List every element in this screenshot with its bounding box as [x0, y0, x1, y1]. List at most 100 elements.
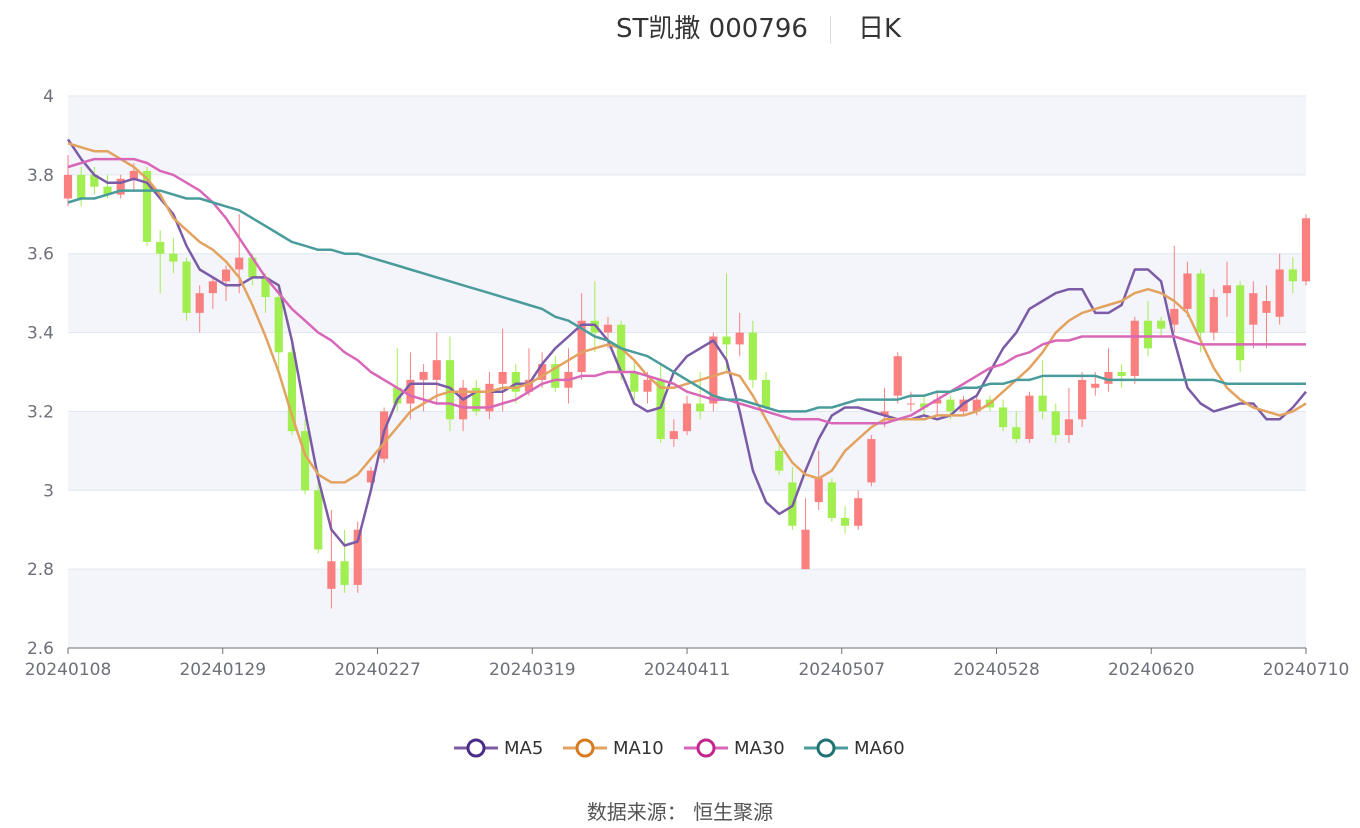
- candle-body: [748, 332, 757, 380]
- legend-item-ma5[interactable]: MA5: [454, 734, 543, 762]
- candle-body: [867, 439, 876, 483]
- candle-body: [340, 561, 349, 585]
- candle-body: [182, 261, 191, 313]
- candle-body: [696, 403, 705, 412]
- grid-band: [68, 96, 1306, 175]
- candle-body: [682, 403, 692, 432]
- candle-body: [1249, 293, 1258, 325]
- candle-body: [577, 320, 586, 372]
- candle-body: [827, 482, 836, 518]
- legend-label-ma10: MA10: [613, 737, 664, 759]
- candle-body: [1091, 383, 1100, 388]
- x-tick-label: 20240227: [334, 660, 421, 680]
- candle-body: [603, 324, 613, 333]
- candle-body: [1038, 395, 1047, 412]
- candle-body: [432, 360, 441, 380]
- candle-body: [630, 372, 639, 392]
- legend-item-ma60[interactable]: MA60: [804, 734, 905, 762]
- candle-body: [1288, 269, 1297, 282]
- y-tick-label: 3.8: [27, 166, 54, 186]
- candle-body: [406, 379, 415, 404]
- candle-body: [1262, 301, 1271, 313]
- candle-body: [1170, 308, 1179, 325]
- y-tick-label: 3.4: [27, 324, 54, 344]
- candle-body: [274, 297, 283, 353]
- candle-body: [538, 364, 547, 380]
- candle-body: [235, 257, 244, 270]
- y-tick-label: 3.2: [27, 402, 54, 422]
- x-tick-label: 20240710: [1263, 660, 1350, 680]
- candle-body: [1104, 372, 1113, 384]
- candle-body: [946, 399, 955, 412]
- candle-body: [445, 360, 455, 420]
- candle-body: [314, 490, 323, 550]
- candle-body: [893, 356, 902, 396]
- candle-body: [906, 403, 915, 405]
- title-row: ST凯撒 000796 日K: [0, 8, 1360, 48]
- candle-body: [775, 450, 784, 471]
- candle-body: [498, 372, 507, 384]
- legend-item-ma30[interactable]: MA30: [684, 734, 785, 762]
- candle-body: [840, 517, 850, 526]
- legend: MA5 MA10 MA30 MA60: [0, 734, 1360, 762]
- candle-body: [77, 174, 86, 199]
- x-tick-label: 20240507: [798, 660, 885, 680]
- candle-body: [524, 379, 534, 392]
- candle-body: [959, 399, 968, 412]
- candle-body: [353, 529, 362, 585]
- ma-line-ma30: [67, 157, 1306, 425]
- legend-marker-ma10: [563, 738, 607, 758]
- candle-body: [208, 281, 217, 294]
- candle-body: [103, 186, 112, 195]
- candlestick-chart: 2.6 2.8 3 3.2 3.4 3.6 3.8 4 20240108 20240129 2024…: [25, 87, 1350, 680]
- candle-body: [261, 277, 270, 298]
- candle-body: [459, 387, 468, 420]
- legend-marker-ma5: [454, 738, 498, 758]
- candle-body: [511, 372, 520, 392]
- data-source: 数据来源： 恒生聚源: [586, 800, 774, 824]
- candle-body: [169, 253, 178, 262]
- candle-body: [972, 399, 981, 412]
- candle-body: [1078, 379, 1087, 420]
- y-tick-label: 2.8: [27, 560, 54, 580]
- candle-body: [814, 478, 823, 503]
- title-separator: [830, 16, 831, 44]
- candle-body: [90, 174, 99, 187]
- candle-body: [248, 257, 257, 278]
- candle-body: [221, 269, 231, 282]
- x-tick-label: 20240108: [25, 660, 112, 680]
- candle-body: [656, 379, 665, 440]
- x-tick-label: 20240411: [644, 660, 731, 680]
- legend-marker-ma30: [684, 738, 728, 758]
- candle-body: [63, 174, 73, 199]
- candle-body: [300, 431, 310, 491]
- candle-body: [669, 431, 678, 440]
- chart-title: ST凯撒 000796: [616, 14, 808, 44]
- x-tick-label: 20240129: [179, 660, 266, 680]
- legend-item-ma10[interactable]: MA10: [563, 734, 664, 762]
- x-tick-label: 20240319: [489, 660, 576, 680]
- candle-body: [1064, 419, 1074, 436]
- candle-body: [393, 387, 402, 404]
- candle-body: [1301, 218, 1311, 282]
- candle-body: [1209, 297, 1218, 333]
- candle-body: [142, 170, 152, 242]
- candle-body: [1236, 285, 1245, 361]
- candle-body: [801, 529, 810, 570]
- candle-body: [116, 178, 125, 195]
- candle-body: [880, 411, 889, 416]
- candle-body: [472, 387, 481, 412]
- candle-body: [1196, 273, 1205, 333]
- ma-line-ma60: [67, 189, 1306, 413]
- candle-body: [735, 332, 744, 345]
- y-tick-label: 3: [43, 481, 54, 501]
- candle-body: [1275, 269, 1284, 317]
- candle-body: [366, 470, 375, 483]
- candle-body: [129, 170, 138, 179]
- grid-band: [68, 569, 1306, 648]
- candle-body: [761, 379, 771, 408]
- candle-body: [419, 372, 428, 380]
- candle-body: [919, 403, 929, 408]
- legend-marker-ma60: [804, 738, 848, 758]
